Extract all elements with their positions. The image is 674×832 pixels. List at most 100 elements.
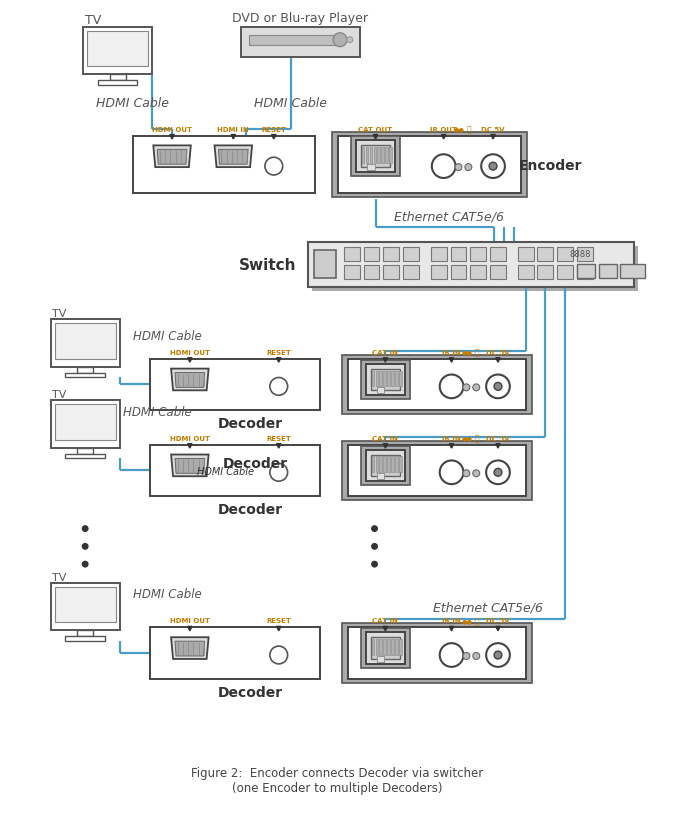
- Polygon shape: [450, 358, 454, 362]
- Bar: [375, 457, 378, 473]
- Bar: [309, 242, 634, 286]
- Circle shape: [82, 543, 88, 550]
- Bar: [314, 250, 336, 278]
- Bar: [342, 354, 532, 414]
- Polygon shape: [218, 149, 248, 164]
- Bar: [384, 265, 399, 279]
- Polygon shape: [496, 358, 500, 362]
- Bar: [371, 454, 400, 476]
- Polygon shape: [187, 443, 192, 448]
- Circle shape: [494, 383, 502, 390]
- Text: ●●: ●●: [454, 127, 465, 132]
- Bar: [470, 247, 486, 261]
- Polygon shape: [171, 369, 209, 390]
- Bar: [377, 388, 384, 394]
- Polygon shape: [171, 454, 209, 476]
- Circle shape: [439, 374, 464, 399]
- Bar: [375, 370, 378, 386]
- Bar: [51, 583, 120, 631]
- Text: DC 5V: DC 5V: [481, 126, 505, 132]
- Text: HDMI OUT: HDMI OUT: [170, 618, 210, 625]
- Bar: [65, 636, 105, 641]
- Bar: [384, 639, 386, 655]
- Bar: [371, 457, 374, 473]
- Polygon shape: [170, 135, 175, 139]
- Bar: [371, 369, 400, 390]
- Circle shape: [486, 374, 510, 399]
- Polygon shape: [384, 626, 388, 631]
- Circle shape: [439, 643, 464, 667]
- Polygon shape: [153, 146, 191, 167]
- Bar: [371, 370, 374, 386]
- Bar: [133, 136, 315, 193]
- Bar: [392, 639, 394, 655]
- Bar: [557, 265, 573, 279]
- Bar: [150, 627, 320, 679]
- Circle shape: [463, 384, 470, 391]
- Bar: [399, 457, 402, 473]
- Bar: [150, 444, 320, 496]
- Circle shape: [465, 164, 472, 171]
- Polygon shape: [450, 443, 454, 448]
- Circle shape: [371, 525, 378, 532]
- Circle shape: [432, 154, 456, 178]
- Circle shape: [82, 525, 88, 532]
- Bar: [362, 147, 364, 163]
- Bar: [351, 136, 400, 176]
- Polygon shape: [175, 373, 205, 388]
- Bar: [384, 370, 386, 386]
- Bar: [395, 639, 398, 655]
- Circle shape: [455, 164, 462, 171]
- Text: HDMI OUT: HDMI OUT: [170, 349, 210, 356]
- Polygon shape: [496, 443, 500, 448]
- Polygon shape: [175, 458, 205, 473]
- Bar: [371, 639, 374, 655]
- Polygon shape: [187, 626, 192, 631]
- Text: ⏻: ⏻: [475, 617, 480, 626]
- Bar: [451, 265, 466, 279]
- Bar: [381, 147, 384, 163]
- Bar: [395, 457, 398, 473]
- Circle shape: [463, 652, 470, 660]
- Bar: [388, 370, 390, 386]
- Bar: [344, 265, 360, 279]
- Polygon shape: [496, 626, 500, 631]
- Text: ●●: ●●: [462, 619, 473, 624]
- Bar: [431, 247, 447, 261]
- Polygon shape: [491, 135, 495, 139]
- Text: IR IN: IR IN: [442, 436, 461, 442]
- Bar: [537, 265, 553, 279]
- Bar: [87, 31, 148, 67]
- Bar: [365, 632, 405, 664]
- Bar: [431, 265, 447, 279]
- Bar: [348, 627, 526, 679]
- Text: Decoder: Decoder: [218, 417, 282, 431]
- Text: ⏻: ⏻: [467, 125, 472, 134]
- Circle shape: [486, 460, 510, 484]
- Bar: [342, 441, 532, 500]
- Bar: [377, 656, 384, 662]
- Bar: [403, 247, 419, 261]
- Circle shape: [270, 378, 288, 395]
- Polygon shape: [171, 637, 209, 659]
- Text: DC 5V: DC 5V: [486, 436, 510, 442]
- Bar: [249, 35, 338, 45]
- Bar: [356, 141, 395, 172]
- Text: HDMI Cable: HDMI Cable: [123, 405, 191, 418]
- Circle shape: [481, 154, 505, 178]
- Text: CAT IN: CAT IN: [373, 618, 398, 625]
- Circle shape: [472, 652, 480, 660]
- Bar: [577, 247, 593, 261]
- Text: RESET: RESET: [266, 618, 291, 625]
- Text: Ethernet CAT5e/6: Ethernet CAT5e/6: [433, 601, 543, 614]
- Bar: [379, 457, 382, 473]
- Bar: [98, 80, 137, 85]
- Text: RESET: RESET: [266, 436, 291, 442]
- Text: HDMI OUT: HDMI OUT: [170, 436, 210, 442]
- Polygon shape: [175, 641, 205, 656]
- Bar: [518, 265, 534, 279]
- Polygon shape: [384, 358, 388, 362]
- Bar: [369, 147, 372, 163]
- Text: HDMI Cable: HDMI Cable: [133, 329, 202, 343]
- Text: TV: TV: [53, 310, 67, 319]
